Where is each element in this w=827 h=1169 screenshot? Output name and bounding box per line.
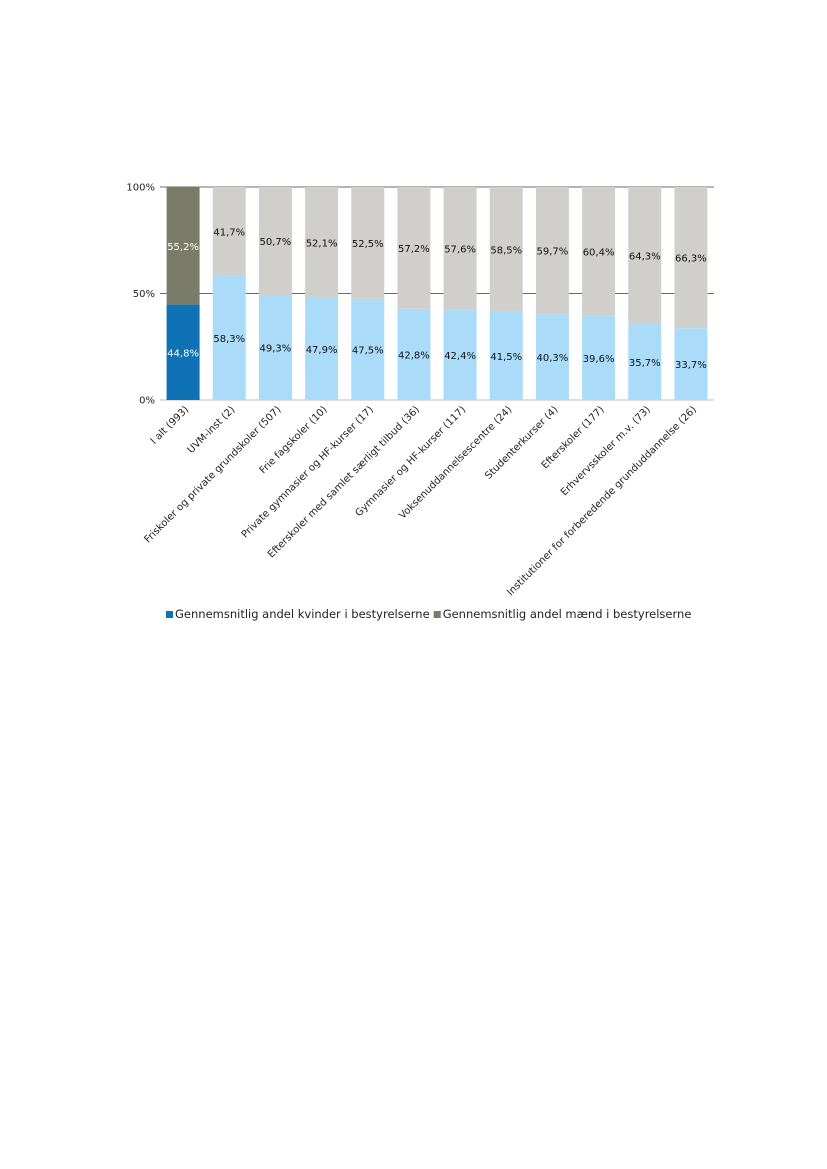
data-label-kvinder: 35,7% — [629, 358, 661, 369]
bar-maend — [212, 187, 246, 276]
data-label-kvinder: 49,3% — [260, 343, 292, 354]
bar-kvinder — [166, 304, 200, 400]
bar-maend — [258, 187, 292, 295]
data-label-maend: 55,2% — [167, 242, 199, 253]
legend-label: Gennemsnitlig andel mænd i bestyrelserne — [443, 607, 692, 621]
bar-maend — [582, 187, 616, 316]
bar-kvinder — [258, 294, 292, 400]
data-label-kvinder: 47,5% — [352, 345, 384, 356]
data-label-maend: 58,5% — [490, 245, 522, 256]
data-label-maend: 66,3% — [675, 254, 707, 265]
bars: 44,8% 55,2% 58,3% 41,7% 49,3% 50,7% 47,9% 52,1%… — [166, 187, 708, 400]
data-label-kvinder: 42,4% — [444, 351, 476, 362]
bar-kvinder — [305, 297, 339, 400]
data-label-kvinder: 44,8% — [167, 348, 199, 359]
bar-maend — [674, 187, 708, 329]
data-label-kvinder: 47,9% — [306, 345, 338, 356]
data-label-maend: 60,4% — [583, 247, 615, 258]
data-label-kvinder: 42,8% — [398, 350, 430, 361]
y-tick-label: 50% — [133, 289, 155, 300]
bar-kvinder — [582, 315, 616, 400]
x-axis: I alt (993)UVM-inst (2)Friskoler og priv… — [143, 404, 700, 598]
data-label-kvinder: 39,6% — [583, 354, 615, 365]
bar-kvinder — [674, 328, 708, 400]
bar-maend — [397, 187, 431, 309]
y-tick-label: 0% — [139, 396, 155, 407]
bar-maend — [351, 187, 385, 299]
data-label-maend: 52,1% — [306, 238, 338, 249]
legend-label: Gennemsnitlig andel kvinder i bestyrelse… — [175, 607, 430, 621]
grid-lines — [160, 186, 714, 401]
bar-kvinder — [397, 308, 431, 400]
y-tick-label: 100% — [126, 183, 155, 194]
x-category-label: UVM-inst (2) — [186, 404, 238, 456]
bar-kvinder — [489, 311, 523, 400]
bar-maend — [305, 187, 339, 298]
bar-maend — [535, 187, 569, 315]
x-category-label: Erhvervsskoler m.v. (73) — [559, 404, 653, 498]
data-label-kvinder: 40,3% — [537, 353, 569, 364]
bar-maend — [628, 187, 662, 324]
data-label-maend: 52,5% — [352, 239, 384, 250]
bar-maend — [489, 187, 523, 312]
legend-swatch — [433, 611, 441, 618]
bar-kvinder — [443, 309, 477, 400]
data-label-maend: 59,7% — [537, 247, 569, 258]
bar-maend — [166, 187, 200, 305]
x-category-label: I alt (993) — [149, 404, 192, 447]
bar-kvinder — [351, 298, 385, 400]
data-label-kvinder: 58,3% — [213, 334, 245, 345]
y-axis: 0% 50% 100% — [126, 183, 155, 407]
data-label-maend: 41,7% — [213, 227, 245, 238]
bar-kvinder — [212, 275, 246, 400]
data-label-maend: 57,2% — [398, 244, 430, 255]
legend-swatch — [166, 611, 173, 618]
bar-kvinder — [628, 323, 662, 400]
data-label-kvinder: 41,5% — [490, 352, 522, 363]
data-label-maend: 57,6% — [444, 244, 476, 255]
bar-kvinder — [535, 314, 569, 400]
legend: Gennemsnitlig andel kvinder i bestyrelse… — [166, 607, 691, 621]
data-label-kvinder: 33,7% — [675, 360, 707, 371]
bar-maend — [443, 187, 477, 310]
data-label-maend: 50,7% — [260, 237, 292, 248]
data-label-maend: 64,3% — [629, 251, 661, 262]
